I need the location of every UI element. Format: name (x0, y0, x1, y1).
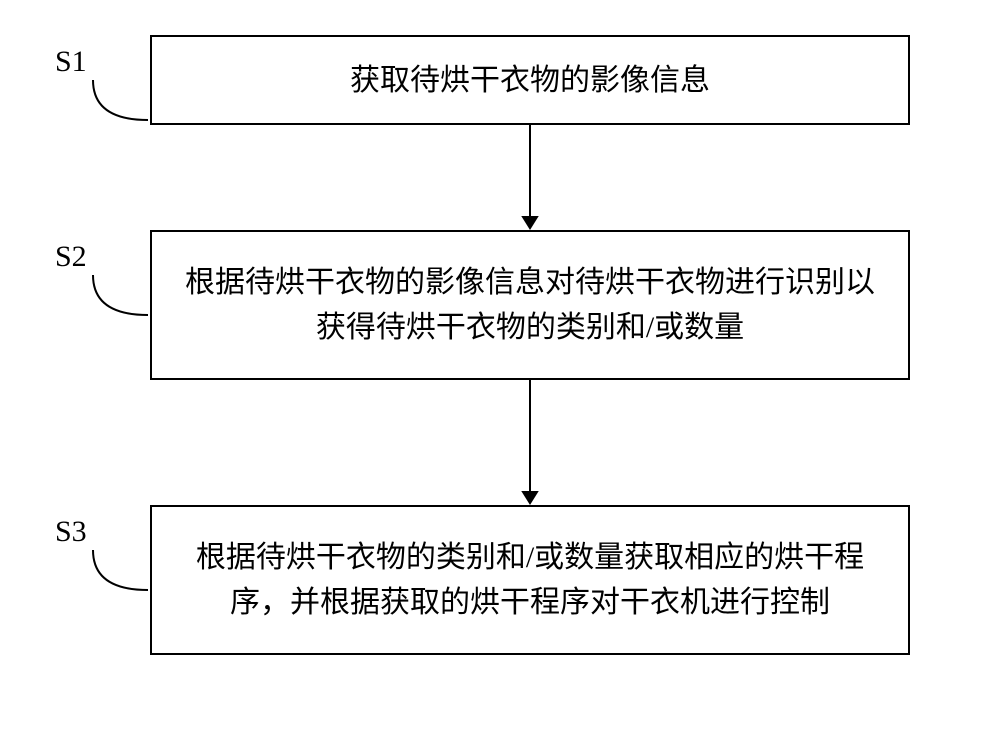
step-label-s2: S2 (55, 240, 87, 274)
step-text-s3: 根据待烘干衣物的类别和/或数量获取相应的烘干程序，并根据获取的烘干程序对干衣机进… (172, 535, 888, 625)
label-curve-s2 (88, 270, 158, 330)
label-curve-s1 (88, 75, 158, 135)
flowchart-container: S1 获取待烘干衣物的影像信息 S2 根据待烘干衣物的影像信息对待烘干衣物进行识别以获… (0, 0, 1000, 733)
step-label-s3: S3 (55, 515, 87, 549)
step-box-s3: 根据待烘干衣物的类别和/或数量获取相应的烘干程序，并根据获取的烘干程序对干衣机进… (150, 505, 910, 655)
label-curve-s3 (88, 545, 158, 605)
step-text-s1: 获取待烘干衣物的影像信息 (350, 58, 710, 103)
step-box-s2: 根据待烘干衣物的影像信息对待烘干衣物进行识别以获得待烘干衣物的类别和/或数量 (150, 230, 910, 380)
step-text-s2: 根据待烘干衣物的影像信息对待烘干衣物进行识别以获得待烘干衣物的类别和/或数量 (172, 260, 888, 350)
connector-arrow-2 (510, 380, 550, 505)
step-box-s1: 获取待烘干衣物的影像信息 (150, 35, 910, 125)
step-label-s1: S1 (55, 45, 87, 79)
connector-arrow-1 (510, 125, 550, 230)
